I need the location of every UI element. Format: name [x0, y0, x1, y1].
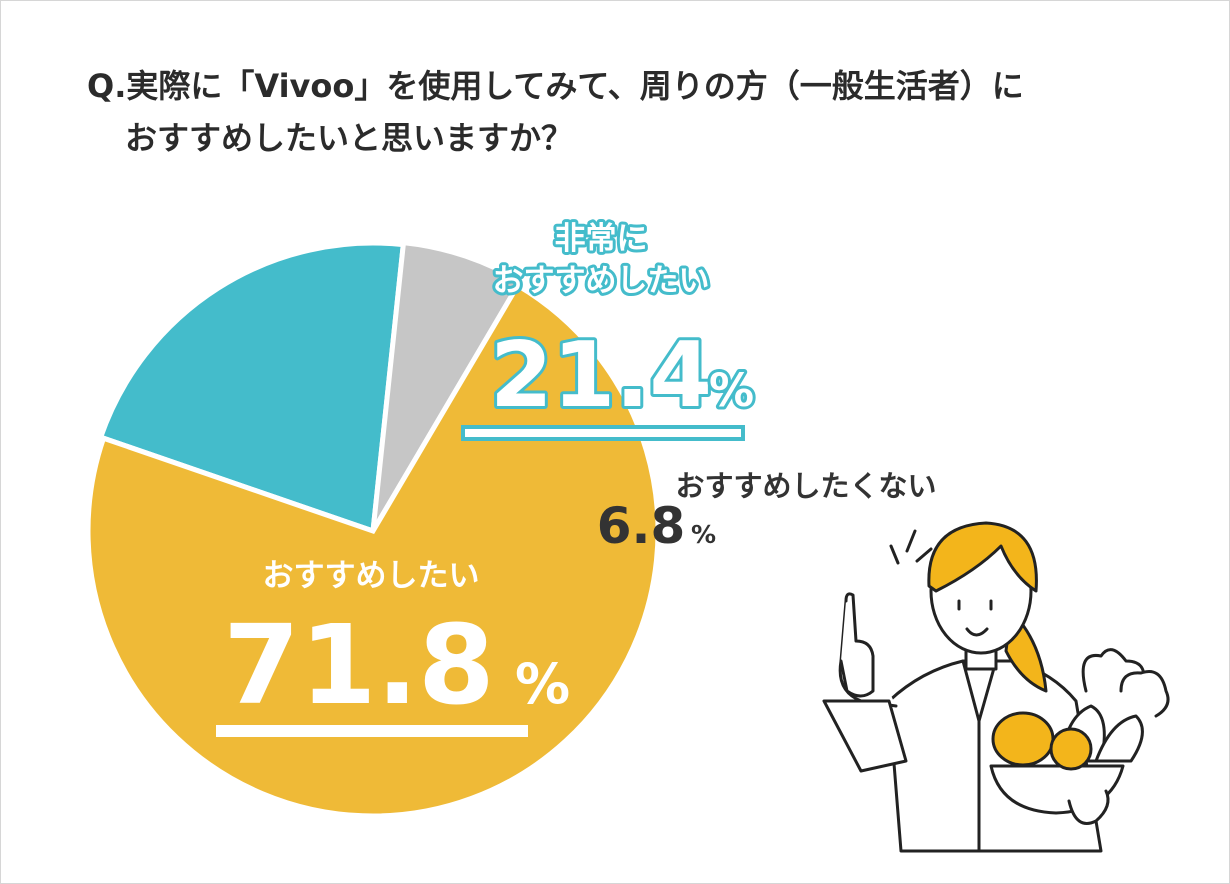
- slice-category-label: おすすめしたくない: [675, 469, 936, 503]
- question-title: Q.実際に「Vivoo」を使用してみて、周りの方（一般生活者）に おすすめしたい…: [87, 63, 1024, 162]
- slice-unit-label: %: [515, 652, 570, 716]
- slice-value-label: 21.4: [490, 323, 712, 428]
- slice-value-label: 71.8: [223, 601, 494, 729]
- pie-slices: [85, 239, 661, 819]
- slice-value-label: 6.8: [597, 497, 686, 555]
- question-line-1: Q.実際に「Vivoo」を使用してみて、周りの方（一般生活者）に: [87, 67, 1024, 105]
- slice-underline: [461, 425, 745, 441]
- hair: [927, 521, 1038, 593]
- doctor-holding-vegetable-bowl-icon: [822, 521, 1170, 853]
- slice-category-label: 非常に: [555, 221, 648, 257]
- pie-slice: [370, 239, 524, 533]
- question-line-2: おすすめしたいと思いますか？: [125, 119, 574, 158]
- slice-category-label: おすすめしたい: [493, 263, 710, 299]
- sparkle-lines: [889, 529, 933, 565]
- pie-slice: [97, 240, 407, 535]
- slice-underline: [216, 725, 528, 737]
- slice-unit-label: %: [709, 364, 754, 417]
- slice-unit-label: %: [691, 520, 716, 549]
- slice-category-label: おすすめしたい: [263, 558, 480, 594]
